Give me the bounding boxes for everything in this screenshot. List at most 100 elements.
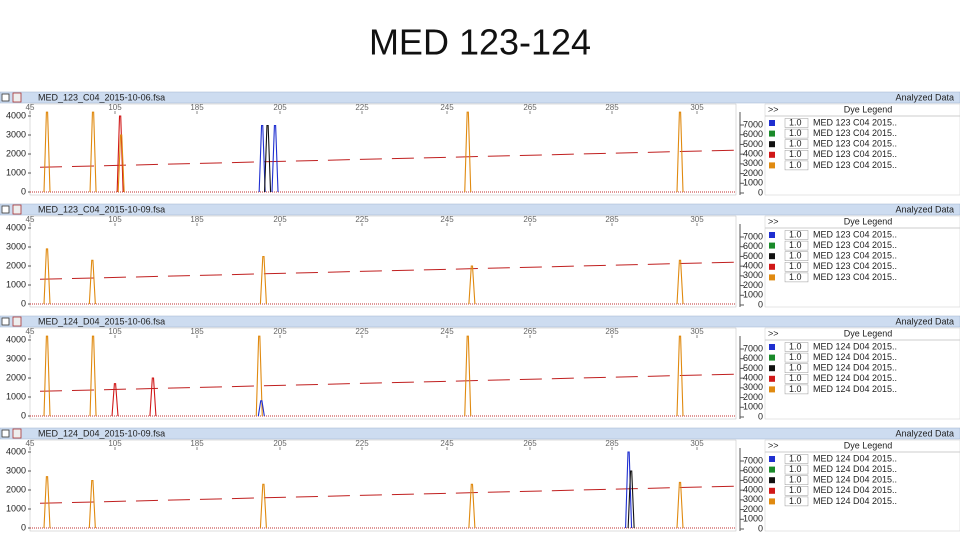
y-tick-label: 1000 [6, 503, 26, 513]
icon [1, 317, 10, 326]
y-tick-label: 3000 [6, 241, 26, 251]
legend-swatch [769, 162, 775, 169]
x-tick-label: 245 [440, 327, 454, 336]
peaks [43, 335, 684, 417]
legend-name: MED 123 C04 2015.. [813, 117, 897, 127]
legend-scale: 1.0 [789, 128, 802, 138]
legend-name: MED 123 C04 2015.. [813, 139, 897, 149]
file-name: MED_124_D04_2015-10-09.fsa [38, 428, 165, 438]
header-bar [0, 203, 960, 216]
peak [89, 335, 97, 417]
x-tick-label: 305 [690, 327, 704, 336]
x-tick-label: 105 [108, 103, 122, 112]
size-standard [39, 373, 736, 392]
legend-title: Dye Legend [844, 440, 893, 450]
y-tick-label: 0 [21, 298, 26, 308]
y2-tick-label: 7000 [743, 119, 763, 129]
legend-swatch [769, 242, 775, 249]
y2-tick-label: 7000 [743, 455, 763, 465]
y-tick-label: 3000 [6, 353, 26, 363]
x-tick-label: 45 [26, 215, 35, 224]
legend-swatch [769, 365, 775, 372]
x-tick-label: 265 [523, 327, 537, 336]
icon [12, 316, 22, 327]
x-tick-label: 185 [190, 327, 204, 336]
legend-name: MED 124 D04 2015.. [813, 341, 897, 351]
peaks [43, 248, 684, 305]
peak [117, 134, 125, 193]
peaks [43, 111, 684, 193]
legend-scale: 1.0 [789, 453, 802, 463]
x-tick-label: 265 [523, 103, 537, 112]
y-tick-label: 0 [21, 410, 26, 420]
y2-tick-label: 3000 [743, 158, 763, 168]
legend-swatch [769, 274, 775, 281]
legend-title: Dye Legend [844, 328, 893, 338]
header-bar [0, 315, 960, 328]
y2-tick-label: 2000 [743, 504, 763, 514]
peak [257, 400, 265, 417]
peak [255, 335, 263, 417]
scale-box [784, 475, 809, 485]
scale-box [784, 384, 809, 395]
y2-tick-label: 1000 [743, 290, 763, 300]
y-tick-label: 2000 [6, 260, 26, 270]
legend-scale: 1.0 [789, 160, 802, 170]
header-right: Analyzed Data [895, 428, 954, 438]
y-tick-label: 4000 [6, 110, 26, 120]
legend-name: MED 123 C04 2015.. [813, 240, 897, 250]
scale-box [784, 496, 809, 507]
icon [12, 428, 22, 439]
x-tick-label: 285 [605, 215, 619, 224]
y2-tick-label: 6000 [743, 465, 763, 475]
x-tick-label: 205 [273, 215, 287, 224]
legend-name: MED 124 D04 2015.. [813, 373, 897, 383]
legend-name: MED 124 D04 2015.. [813, 496, 897, 506]
legend-scale: 1.0 [789, 373, 802, 383]
plot-area [29, 103, 737, 196]
x-tick-label: 185 [190, 103, 204, 112]
y-tick-label: 3000 [6, 465, 26, 475]
header-right: Analyzed Data [895, 316, 954, 326]
y-tick-label: 1000 [6, 279, 26, 289]
x-tick-label: 305 [690, 103, 704, 112]
legend-name: MED 124 D04 2015.. [813, 352, 897, 362]
peak [627, 470, 635, 529]
legend-name: MED 123 C04 2015.. [813, 272, 897, 282]
legend-scale: 1.0 [789, 117, 802, 127]
peak [676, 335, 684, 417]
x-tick-label: 265 [523, 215, 537, 224]
scale-box [784, 262, 809, 272]
y-tick-label: 2000 [6, 148, 26, 158]
y-tick-label: 4000 [6, 222, 26, 232]
x-tick-label: 205 [273, 439, 287, 448]
legend-scale: 1.0 [789, 363, 802, 373]
legend-name: MED 124 D04 2015.. [813, 475, 897, 485]
peak [149, 377, 157, 417]
y2-tick-label: 7000 [743, 231, 763, 241]
icon [12, 92, 22, 103]
legend-swatch [769, 386, 775, 393]
y-tick-label: 1000 [6, 391, 26, 401]
x-tick-label: 285 [605, 439, 619, 448]
peak [88, 479, 96, 529]
x-tick-label: 285 [605, 103, 619, 112]
legend-scale: 1.0 [789, 475, 802, 485]
x-tick-label: 205 [273, 103, 287, 112]
x-tick-label: 265 [523, 439, 537, 448]
legend-name: MED 123 C04 2015.. [813, 251, 897, 261]
legend-swatch [769, 477, 775, 484]
legend-swatch [769, 354, 775, 361]
x-tick-label: 205 [273, 327, 287, 336]
peak [43, 476, 51, 529]
legend-scale: 1.0 [789, 341, 802, 351]
y2-tick-label: 4000 [743, 485, 763, 495]
legend-scale: 1.0 [789, 272, 802, 282]
size-standard [39, 485, 736, 504]
scale-box [784, 454, 809, 464]
x-tick-label: 225 [355, 103, 369, 112]
y2-tick-label: 2000 [743, 168, 763, 178]
scale-box [784, 342, 809, 352]
scale-box [784, 139, 809, 149]
